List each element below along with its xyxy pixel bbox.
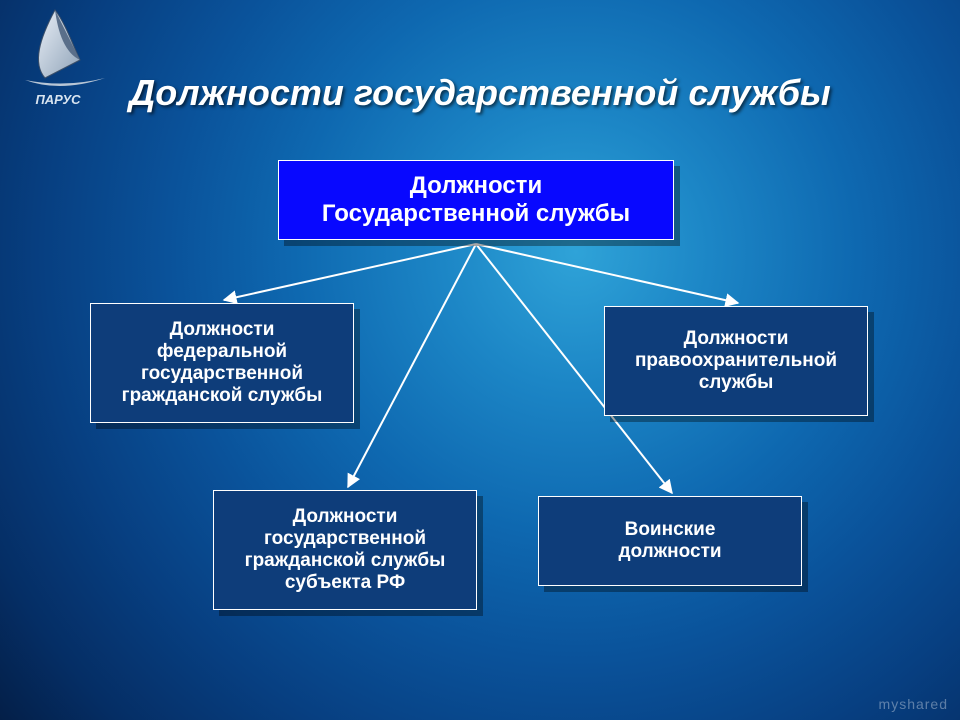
node-line: Должности: [91, 319, 353, 341]
node-line: гражданской службы: [214, 550, 476, 572]
node-subject-civil: Должности государственной гражданской сл…: [213, 490, 477, 610]
node-line: государственной: [91, 363, 353, 385]
arrow-to-federal-civil: [224, 244, 476, 300]
node-military: Воинские должности: [538, 496, 802, 586]
parent-line2: Государственной службы: [279, 200, 673, 228]
slide-stage: ПАРУС Должности государственной службы Д…: [0, 0, 960, 720]
node-line: правоохранительной: [605, 350, 867, 372]
node-line: государственной: [214, 528, 476, 550]
slide-title: Должности государственной службы: [0, 72, 960, 114]
parent-line1: Должности: [279, 172, 673, 200]
node-federal-civil: Должности федеральной государственной гр…: [90, 303, 354, 423]
node-line: службы: [605, 372, 867, 394]
node-line: Должности: [605, 328, 867, 350]
arrow-to-subject-civil: [348, 244, 476, 487]
node-line: Воинские: [539, 519, 801, 541]
watermark: myshared: [879, 696, 948, 712]
node-line: федеральной: [91, 341, 353, 363]
node-line: субъекта РФ: [214, 572, 476, 594]
node-line: гражданской службы: [91, 385, 353, 407]
node-parent: Должности Государственной службы: [278, 160, 674, 240]
node-line: Должности: [214, 506, 476, 528]
watermark-text: myshared: [879, 696, 948, 712]
node-law-enforcement: Должности правоохранительной службы: [604, 306, 868, 416]
arrow-to-law-enforcement: [476, 244, 738, 303]
node-line: должности: [539, 541, 801, 563]
